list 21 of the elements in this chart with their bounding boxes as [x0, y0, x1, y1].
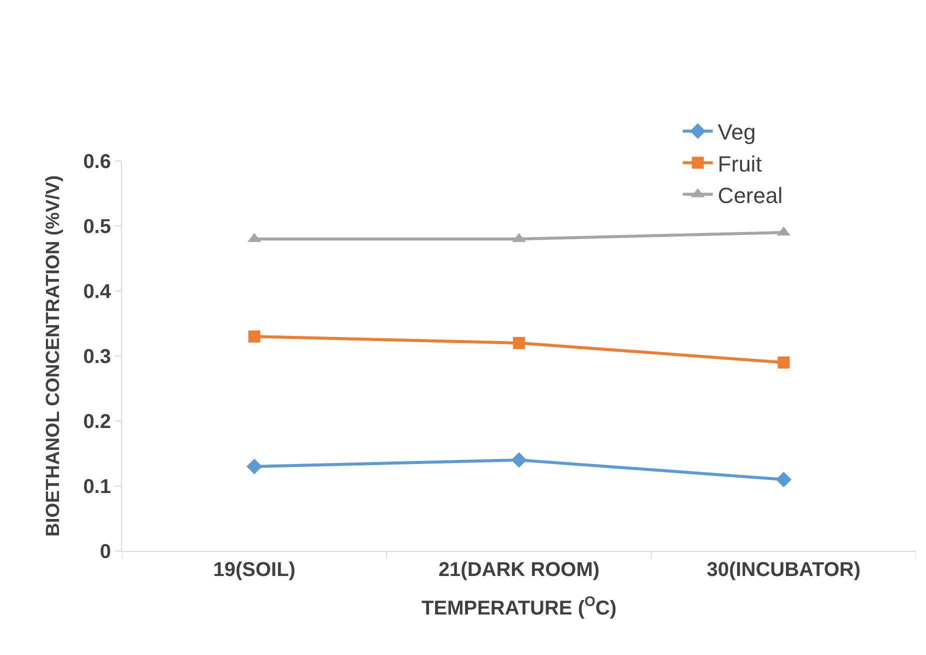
legend-label: Cereal	[718, 182, 783, 208]
point	[511, 452, 527, 468]
y-tick-label: 0.5	[83, 216, 111, 238]
x-tick-label: 21(DARK ROOM)	[438, 559, 600, 581]
point	[776, 472, 792, 488]
legend-label: Veg	[718, 120, 756, 145]
point	[778, 356, 790, 368]
y-tick-label: 0.6	[83, 151, 111, 173]
x-tick-label: 19(SOIL)	[213, 559, 296, 581]
y-tick-label: 0.2	[83, 411, 111, 433]
y-tick-label: 0	[100, 541, 111, 563]
point	[248, 330, 260, 342]
legend-label: Fruit	[718, 151, 762, 176]
point	[513, 337, 525, 349]
y-tick-label: 0.3	[83, 346, 111, 368]
y-tick-label: 0.4	[83, 281, 112, 303]
y-axis-title: BIOETHANOL CONCENTRATION (%V/V)	[43, 175, 64, 537]
point	[246, 458, 262, 474]
x-tick-label: 30(INCUBATOR)	[706, 559, 861, 581]
x-axis-title: TEMPERATURE ($^{O}$C)	[422, 593, 616, 620]
y-tick-label: 0.1	[83, 476, 111, 498]
